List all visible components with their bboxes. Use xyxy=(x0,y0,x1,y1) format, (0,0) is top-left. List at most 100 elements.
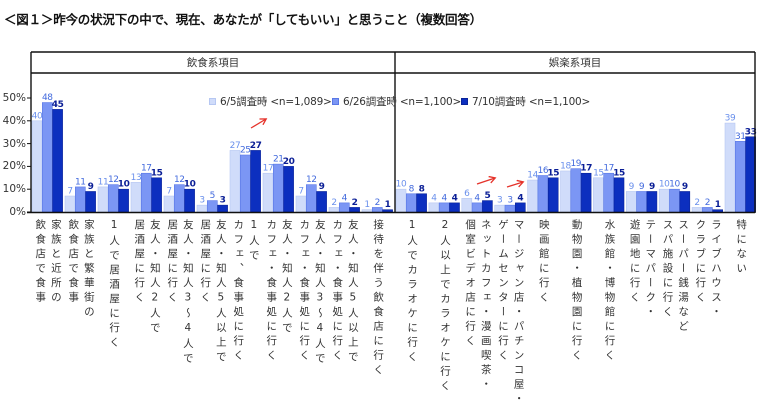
value-label: 7 xyxy=(166,187,171,197)
y-axis-tick-label: 0% xyxy=(9,206,26,218)
bar-series-1 xyxy=(560,170,571,213)
value-label: 31 xyxy=(735,132,746,142)
value-label: 4 xyxy=(452,193,458,203)
value-label: 2 xyxy=(331,198,336,208)
category-label-line: 水族館・博物館に行く xyxy=(603,219,616,364)
bar-series-2 xyxy=(141,172,152,213)
bar-series-3 xyxy=(349,207,360,213)
bar-series-3 xyxy=(580,172,592,213)
bar-series-2 xyxy=(207,200,218,213)
category-label-line: カフェ・食事処に行く xyxy=(298,219,311,364)
category-label-line: 友人・知人5人以上で xyxy=(346,219,359,366)
bar-series-1 xyxy=(31,120,43,213)
value-label: 9 xyxy=(319,182,325,192)
value-label: 2 xyxy=(375,198,380,208)
value-label: 6 xyxy=(464,189,470,199)
y-axis-tick-label: 10% xyxy=(2,183,26,196)
bar-series-2 xyxy=(272,163,284,213)
bar-series-1 xyxy=(461,198,473,213)
value-label: 9 xyxy=(639,182,645,192)
value-label: 10 xyxy=(659,180,670,190)
value-label: 12 xyxy=(174,175,185,185)
category-label-line: 飲食店で食事 xyxy=(67,219,80,306)
legend-label: 7/10調査時 <n=1,100> xyxy=(472,96,591,108)
value-label: 40 xyxy=(32,111,43,121)
bar-series-3 xyxy=(118,188,129,213)
value-label: 12 xyxy=(108,175,119,185)
category-label-line: ライブハウス・ xyxy=(709,219,722,321)
bar-series-2 xyxy=(504,204,516,213)
value-label: 10 xyxy=(669,180,680,190)
value-label: 1 xyxy=(364,200,369,210)
value-label: 11 xyxy=(98,177,109,187)
category-label-line: テーマパーク・ xyxy=(644,219,657,321)
bar-series-1 xyxy=(691,207,703,213)
bar-series-1 xyxy=(229,150,241,213)
bar-series-2 xyxy=(734,141,746,213)
bar-series-3 xyxy=(482,200,493,213)
value-label: 15 xyxy=(593,168,604,178)
value-label: 9 xyxy=(629,182,635,192)
trend-arrow-icon xyxy=(476,178,495,185)
value-label: 8 xyxy=(409,184,415,194)
value-label: 27 xyxy=(230,141,241,151)
value-label: 15 xyxy=(151,168,163,178)
category-label: 家族と繁華街の 飲食店で食事 xyxy=(65,219,96,321)
value-label: 10 xyxy=(118,180,130,190)
bar-series-1 xyxy=(593,177,604,213)
bar-series-1 xyxy=(262,172,274,213)
category-label-line: クラブに行く xyxy=(694,219,707,306)
legend-swatch-icon xyxy=(461,98,468,105)
bar-series-2 xyxy=(702,207,713,213)
bar-series-1 xyxy=(625,191,637,213)
value-label: 4 xyxy=(431,193,437,203)
value-label: 17 xyxy=(141,164,152,174)
value-label: 25 xyxy=(240,146,251,156)
category-label: 友人・知人5人以上で カフェ・食事処に行く xyxy=(329,219,360,366)
value-label: 9 xyxy=(682,182,688,192)
bar-series-3 xyxy=(52,109,63,213)
value-label: 10 xyxy=(184,180,196,190)
category-label-line: 友人・知人2人で xyxy=(148,219,161,337)
bar-series-1 xyxy=(395,188,407,213)
category-label: 友人・知人3～4人で 居酒屋に行く xyxy=(164,219,195,367)
value-label: 2 xyxy=(352,198,358,208)
category-label: 友人・知人2人で 居酒屋に行く xyxy=(131,219,162,337)
bar-series-2 xyxy=(305,184,317,213)
category-label: マージャン店・パチンコ屋・ ゲームセンターに行く xyxy=(494,219,525,408)
bar-series-3 xyxy=(184,188,195,213)
bar-series-2 xyxy=(603,172,615,213)
bar-series-2 xyxy=(669,188,680,213)
value-label: 10 xyxy=(396,180,407,190)
value-label: 7 xyxy=(67,187,72,197)
bar-series-2 xyxy=(41,102,53,213)
value-label: 5 xyxy=(484,191,490,201)
category-label-line: 友人・知人3～4人で xyxy=(313,219,326,367)
value-label: 4 xyxy=(442,193,448,203)
value-label: 15 xyxy=(547,168,559,178)
value-label: 19 xyxy=(570,159,581,169)
category-label-line: 1人でカラオケに行く xyxy=(406,219,419,366)
category-label-line: カフェ、食事処に行く xyxy=(232,219,245,364)
value-label: 4 xyxy=(342,193,348,203)
legend-label: 6/26調査時 <n=1,100> xyxy=(343,96,462,108)
category-label-line: 遊園地に行く xyxy=(628,219,641,306)
category-label: 特にない xyxy=(733,219,749,277)
legend-item: 6/26調査時 <n=1,100> xyxy=(332,94,461,109)
category-label: 1人で カフェ、食事処に行く xyxy=(230,219,261,364)
value-label: 48 xyxy=(42,93,53,103)
category-label-line: スパ施設に行く xyxy=(661,219,674,321)
category-label-line: マージャン店・パチンコ屋・ xyxy=(512,219,525,408)
category-label-line: 家族と繁華街の xyxy=(82,219,95,321)
category-label: 映画館に行く xyxy=(535,219,551,306)
category-label-line: 友人・知人3～4人で xyxy=(181,219,194,367)
bar-series-2 xyxy=(371,207,383,213)
category-label: 友人・知人5人以上で 居酒屋に行く xyxy=(197,219,228,366)
category-label-line: ゲームセンターに行く xyxy=(496,219,509,364)
chart-frame xyxy=(27,51,756,214)
value-label: 3 xyxy=(497,196,502,206)
bar-series-3 xyxy=(679,191,691,213)
category-label: 動物園・植物園に行く xyxy=(568,219,584,364)
